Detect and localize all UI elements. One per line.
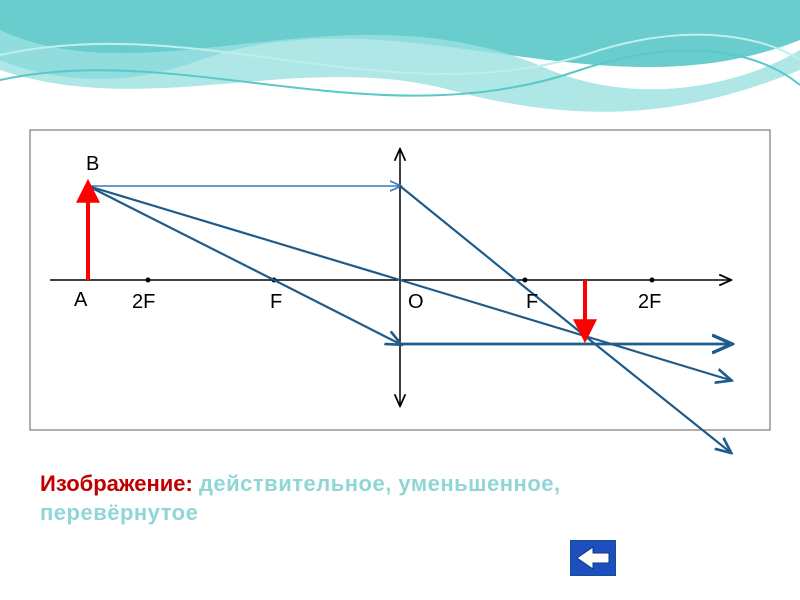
label-2F-right: 2F: [638, 291, 661, 313]
caption-desc-1: действительное, уменьшенное,: [199, 471, 561, 496]
label-F-right: F: [526, 291, 538, 313]
caption: Изображение: действительное, уменьшенное…: [40, 470, 780, 527]
caption-label: Изображение:: [40, 471, 199, 496]
label-B: B: [86, 153, 99, 175]
slide: B A 2F F O F 2F Изображение: действитель…: [0, 0, 800, 600]
label-F-left: F: [270, 291, 282, 313]
label-A: A: [74, 289, 88, 311]
label-2F-left: 2F: [132, 291, 155, 313]
label-O: O: [408, 291, 424, 313]
tick-F-right: [523, 278, 528, 283]
ray-diagram: B A 2F F O F 2F: [0, 0, 800, 460]
tick-2F-right: [650, 278, 655, 283]
back-arrow-icon: [571, 541, 615, 575]
caption-desc-2: перевёрнутое: [40, 500, 198, 525]
tick-2F-left: [146, 278, 151, 283]
back-button[interactable]: [570, 540, 616, 576]
